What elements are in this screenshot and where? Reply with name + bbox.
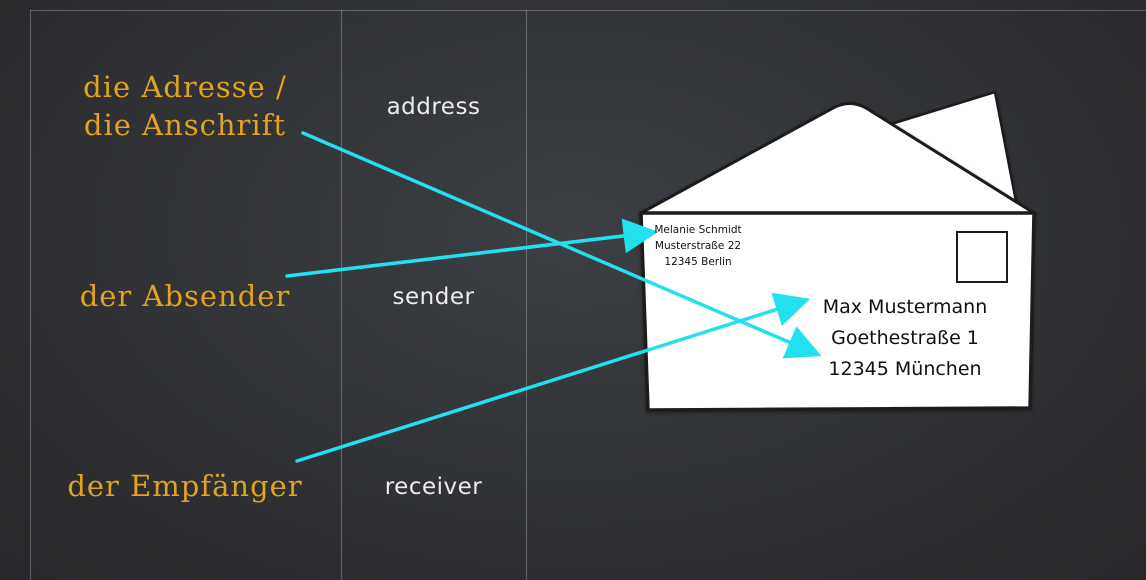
receiver-street: Goethestraße 1 [831,327,979,349]
envelope-sender-address: Melanie Schmidt Musterstraße 22 12345 Be… [648,222,748,270]
top-rule [30,10,1146,11]
receiver-name: Max Mustermann [822,296,988,318]
sender-city: 12345 Berlin [664,256,732,268]
column-divider-left [30,10,31,580]
arrow-sender-to-sender-address [285,218,659,278]
column-divider-right [526,10,527,580]
term-address-en: address [386,94,481,120]
term-address-de-line2: die Anschrift [83,108,287,142]
term-address-de: die Adresse / die Anschrift [40,68,330,144]
arrow-receiver-to-receiver-address [295,292,811,463]
envelope-receiver-address: Max Mustermann Goethestraße 1 12345 Münc… [800,292,1010,385]
term-sender-en: sender [392,284,475,310]
column-divider-middle [341,10,342,580]
stamp-box [956,231,1008,283]
envelope-body [639,211,1036,412]
receiver-city: 12345 München [828,358,982,380]
sender-name: Melanie Schmidt [654,224,742,236]
term-receiver-de: der Empfänger [67,469,303,503]
term-sender-de: der Absender [79,279,291,313]
term-address-de-line1: die Adresse / [83,70,287,104]
envelope-flap [640,102,1040,215]
sender-street: Musterstraße 22 [654,240,742,252]
term-receiver-en: receiver [384,474,483,500]
